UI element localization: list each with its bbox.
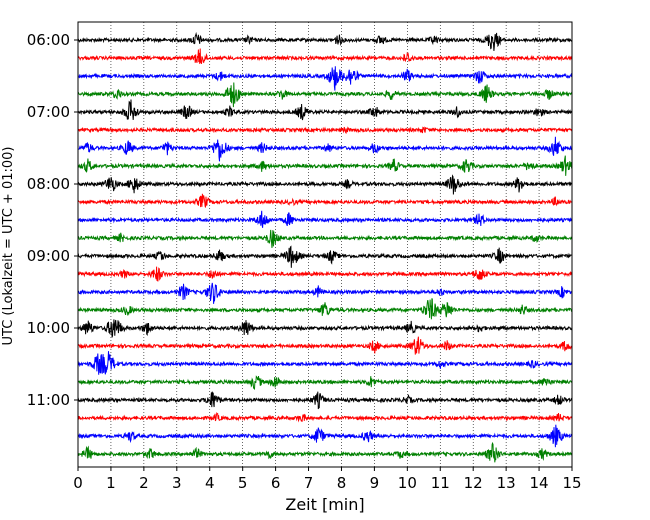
- trace-line: [77, 174, 573, 195]
- x-tick-label: 5: [238, 474, 248, 492]
- trace-line: [77, 31, 573, 51]
- trace-line: [77, 48, 573, 64]
- y-tick-label: 09:00: [27, 247, 70, 265]
- trace-line: [77, 391, 573, 410]
- trace-line: [77, 282, 573, 304]
- x-tick-label: 2: [139, 474, 149, 492]
- trace-line: [77, 298, 573, 320]
- trace-line: [77, 210, 573, 228]
- trace-line: [77, 412, 573, 423]
- y-axis-label: UTC (Lokalzeit = UTC + 01:00): [1, 147, 16, 346]
- vertical-grid: [110, 22, 540, 467]
- trace-line: [77, 319, 573, 338]
- trace-line: [77, 155, 573, 176]
- trace-line: [77, 441, 573, 463]
- x-tick-label: 0: [73, 474, 83, 492]
- x-tick-label: 4: [205, 474, 215, 492]
- y-tick-label: 08:00: [27, 175, 70, 193]
- trace-line: [77, 229, 573, 248]
- x-tick-label: 3: [172, 474, 182, 492]
- trace-line: [77, 126, 573, 134]
- x-tick-label: 10: [398, 474, 417, 492]
- y-tick-label: 10:00: [27, 319, 70, 337]
- trace-line: [77, 193, 573, 208]
- y-tick-label: 07:00: [27, 103, 70, 121]
- x-tick-label: 12: [464, 474, 483, 492]
- trace-line: [77, 99, 573, 121]
- x-tick-label: 13: [497, 474, 516, 492]
- trace-line: [77, 351, 573, 375]
- trace-line: [77, 136, 573, 162]
- trace-line: [77, 375, 573, 391]
- x-tick-label: 14: [530, 474, 549, 492]
- x-tick-label: 6: [271, 474, 281, 492]
- x-axis-ticks: 0 1 2 3 4 5 6 7 8 9 10 11 12 13 14 15: [73, 467, 582, 492]
- y-tick-label: 06:00: [27, 31, 70, 49]
- trace-line: [77, 245, 573, 268]
- x-tick-label: 15: [562, 474, 581, 492]
- plot-frame: [77, 21, 573, 468]
- x-tick-label: 11: [431, 474, 450, 492]
- trace-group: [77, 31, 573, 463]
- trace-line: [77, 266, 573, 282]
- trace-line: [77, 336, 573, 355]
- y-tick-label: 11:00: [27, 391, 70, 409]
- trace-line: [77, 82, 573, 108]
- trace-line: [77, 66, 573, 91]
- x-tick-label: 9: [370, 474, 380, 492]
- x-axis-label: Zeit [min]: [285, 495, 364, 514]
- y-axis-ticks: 06:00 07:00 08:00 09:00 10:00 11:00: [27, 31, 78, 409]
- trace-line: [77, 424, 573, 448]
- x-tick-label: 1: [106, 474, 116, 492]
- x-tick-label: 8: [337, 474, 347, 492]
- x-tick-label: 7: [304, 474, 314, 492]
